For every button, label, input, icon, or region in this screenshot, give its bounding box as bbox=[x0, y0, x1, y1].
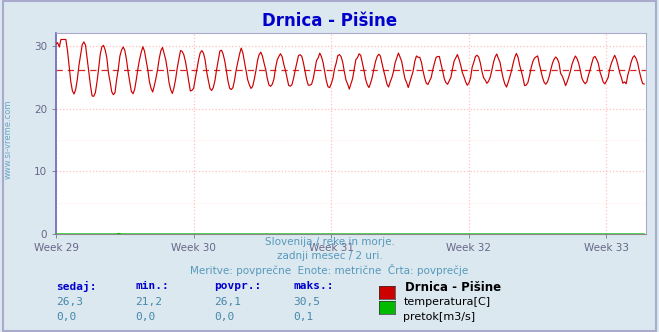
Text: min.:: min.: bbox=[135, 281, 169, 290]
Text: zadnji mesec / 2 uri.: zadnji mesec / 2 uri. bbox=[277, 251, 382, 261]
Text: 0,1: 0,1 bbox=[293, 312, 314, 322]
Text: Drnica - Pišine: Drnica - Pišine bbox=[262, 12, 397, 30]
Text: Slovenija / reke in morje.: Slovenija / reke in morje. bbox=[264, 237, 395, 247]
Text: 0,0: 0,0 bbox=[56, 312, 76, 322]
Text: sedaj:: sedaj: bbox=[56, 281, 96, 291]
Text: temperatura[C]: temperatura[C] bbox=[403, 297, 490, 307]
Text: 26,1: 26,1 bbox=[214, 297, 241, 307]
Text: 0,0: 0,0 bbox=[214, 312, 235, 322]
Text: pretok[m3/s]: pretok[m3/s] bbox=[403, 312, 475, 322]
Text: povpr.:: povpr.: bbox=[214, 281, 262, 290]
Text: 0,0: 0,0 bbox=[135, 312, 156, 322]
Text: Drnica - Pišine: Drnica - Pišine bbox=[405, 281, 501, 293]
Text: www.si-vreme.com: www.si-vreme.com bbox=[3, 100, 13, 179]
Text: 30,5: 30,5 bbox=[293, 297, 320, 307]
Text: 21,2: 21,2 bbox=[135, 297, 162, 307]
Text: maks.:: maks.: bbox=[293, 281, 333, 290]
Text: 26,3: 26,3 bbox=[56, 297, 83, 307]
Text: Meritve: povprečne  Enote: metrične  Črta: povprečje: Meritve: povprečne Enote: metrične Črta:… bbox=[190, 264, 469, 276]
